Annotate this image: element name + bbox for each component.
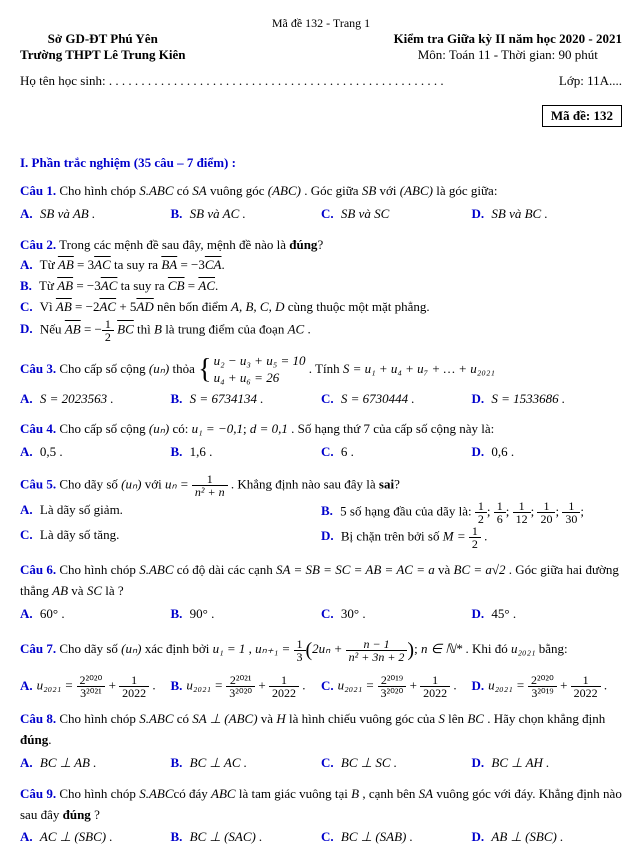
q2-opt-d: D. Nếu AB = −12 BC thì B là trung điểm c…: [20, 318, 622, 343]
question-6: Câu 6. Cho hình chóp S.ABC có độ dài các…: [20, 560, 622, 624]
question-9: Câu 9. Cho hình chóp S.ABCcó đáy ABC là …: [20, 784, 622, 848]
q2-label: Câu 2.: [20, 237, 56, 252]
q8-opt-d: D. BC ⊥ AH .: [472, 753, 623, 774]
q6-opt-b: B. 90° .: [171, 604, 322, 625]
q6-label: Câu 6.: [20, 562, 56, 577]
question-4: Câu 4. Cho cấp số cộng (uₙ) có: u₁ = −0,…: [20, 419, 622, 463]
q7-opt-b: B.u₂₀₂₁ = 2²⁰²¹3²⁰²⁰ + 12022 .: [171, 674, 322, 699]
q4-opt-c: C. 6 .: [321, 442, 472, 463]
exam-id-box: Mã đề: 132: [542, 105, 622, 127]
q1-label: Câu 1.: [20, 183, 56, 198]
q7-opt-d: D.u₂₀₂₁ = 2²⁰²⁰3²⁰¹⁹ + 12022 .: [472, 674, 623, 699]
q7-opt-a: A.u₂₀₂₁ = 2²⁰²⁰3²⁰²¹ + 12022 .: [20, 674, 171, 699]
q2-opt-a: A. Từ AB = 3AC ta suy ra BA = −3CA.: [20, 255, 622, 276]
question-1: Câu 1. Cho hình chóp S.ABC có SA vuông g…: [20, 181, 622, 225]
q9-label: Câu 9.: [20, 786, 56, 801]
q2-opt-b: B. Từ AB = −3AC ta suy ra CB = AC.: [20, 276, 622, 297]
q5-opt-d: D. Bị chặn trên bởi số M = 12 .: [321, 525, 622, 550]
dept: Sở GD-ĐT Phú Yên: [20, 31, 186, 47]
student-line: Họ tên học sinh: . . . . . . . . . . . .…: [20, 73, 622, 89]
q3-opt-a: A. S = 2023563 .: [20, 389, 171, 410]
q6-opt-c: C. 30° .: [321, 604, 472, 625]
page-code: Mã đề 132 - Trang 1: [20, 16, 622, 31]
q3-label: Câu 3.: [20, 361, 56, 376]
class-label: Lớp: 11A....: [559, 73, 622, 89]
q5-opt-b: B. 5 số hạng đầu của dãy là: 12; 16; 112…: [321, 500, 622, 525]
q1-opt-b: B. SB và AC .: [171, 204, 322, 225]
q1-text: Cho hình chóp S.ABC có SA vuông góc (ABC…: [59, 183, 497, 198]
q6-opt-a: A. 60° .: [20, 604, 171, 625]
q9-opt-a: A. AC ⊥ (SBC) .: [20, 827, 171, 848]
exam-subject: Môn: Toán 11 - Thời gian: 90 phút: [394, 47, 622, 63]
q5-opt-c: C. Là dãy số tăng.: [20, 525, 321, 550]
header: Sở GD-ĐT Phú Yên Trường THPT Lê Trung Ki…: [20, 31, 622, 63]
question-2: Câu 2. Trong các mệnh đề sau đây, mệnh đ…: [20, 235, 622, 343]
q5-opt-a: A. Là dãy số giảm.: [20, 500, 321, 525]
q3-opt-d: D. S = 1533686 .: [472, 389, 623, 410]
student-dots: . . . . . . . . . . . . . . . . . . . . …: [109, 73, 444, 88]
q9-opt-d: D. AB ⊥ (SBC) .: [472, 827, 623, 848]
q5-label: Câu 5.: [20, 476, 56, 491]
q4-opt-b: B. 1,6 .: [171, 442, 322, 463]
q4-label: Câu 4.: [20, 421, 56, 436]
q4-opt-d: D. 0,6 .: [472, 442, 623, 463]
q3-opt-b: B. S = 6734134 .: [171, 389, 322, 410]
question-3: Câu 3. Cho cấp số cộng (uₙ) thỏa { u₂ − …: [20, 353, 622, 410]
section-title: I. Phần trắc nghiệm (35 câu – 7 điểm) :: [20, 155, 622, 171]
q2-opt-c: C. Vì AB = −2AC + 5AD nên bốn điểm A, B,…: [20, 297, 622, 318]
question-5: Câu 5. Cho dãy số (uₙ) với uₙ = 1n² + n …: [20, 473, 622, 550]
q8-opt-a: A. BC ⊥ AB .: [20, 753, 171, 774]
q1-opt-d: D. SB và BC .: [472, 204, 623, 225]
question-7: Câu 7. Cho dãy số (uₙ) xác định bởi u₁ =…: [20, 634, 622, 699]
q6-opt-d: D. 45° .: [472, 604, 623, 625]
school: Trường THPT Lê Trung Kiên: [20, 47, 186, 63]
q7-opt-c: C.u₂₀₂₁ = 2²⁰¹⁹3²⁰²⁰ + 12022 .: [321, 674, 472, 699]
student-label: Họ tên học sinh:: [20, 73, 109, 88]
q8-opt-b: B. BC ⊥ AC .: [171, 753, 322, 774]
exam-title: Kiểm tra Giữa kỳ II năm học 2020 - 2021: [394, 31, 622, 47]
q8-opt-c: C. BC ⊥ SC .: [321, 753, 472, 774]
question-8: Câu 8. Cho hình chóp S.ABC có SA ⊥ (ABC)…: [20, 709, 622, 773]
q3-opt-c: C. S = 6730444 .: [321, 389, 472, 410]
q7-label: Câu 7.: [20, 641, 56, 656]
q9-opt-b: B. BC ⊥ (SAC) .: [171, 827, 322, 848]
q9-opt-c: C. BC ⊥ (SAB) .: [321, 827, 472, 848]
q1-opt-c: C. SB và SC: [321, 204, 472, 225]
q8-label: Câu 8.: [20, 711, 56, 726]
q3-system: { u₂ − u₃ + u₅ = 10 u₄ + u₆ = 26: [198, 353, 305, 387]
q4-opt-a: A. 0,5 .: [20, 442, 171, 463]
q1-opt-a: A. SB và AB .: [20, 204, 171, 225]
